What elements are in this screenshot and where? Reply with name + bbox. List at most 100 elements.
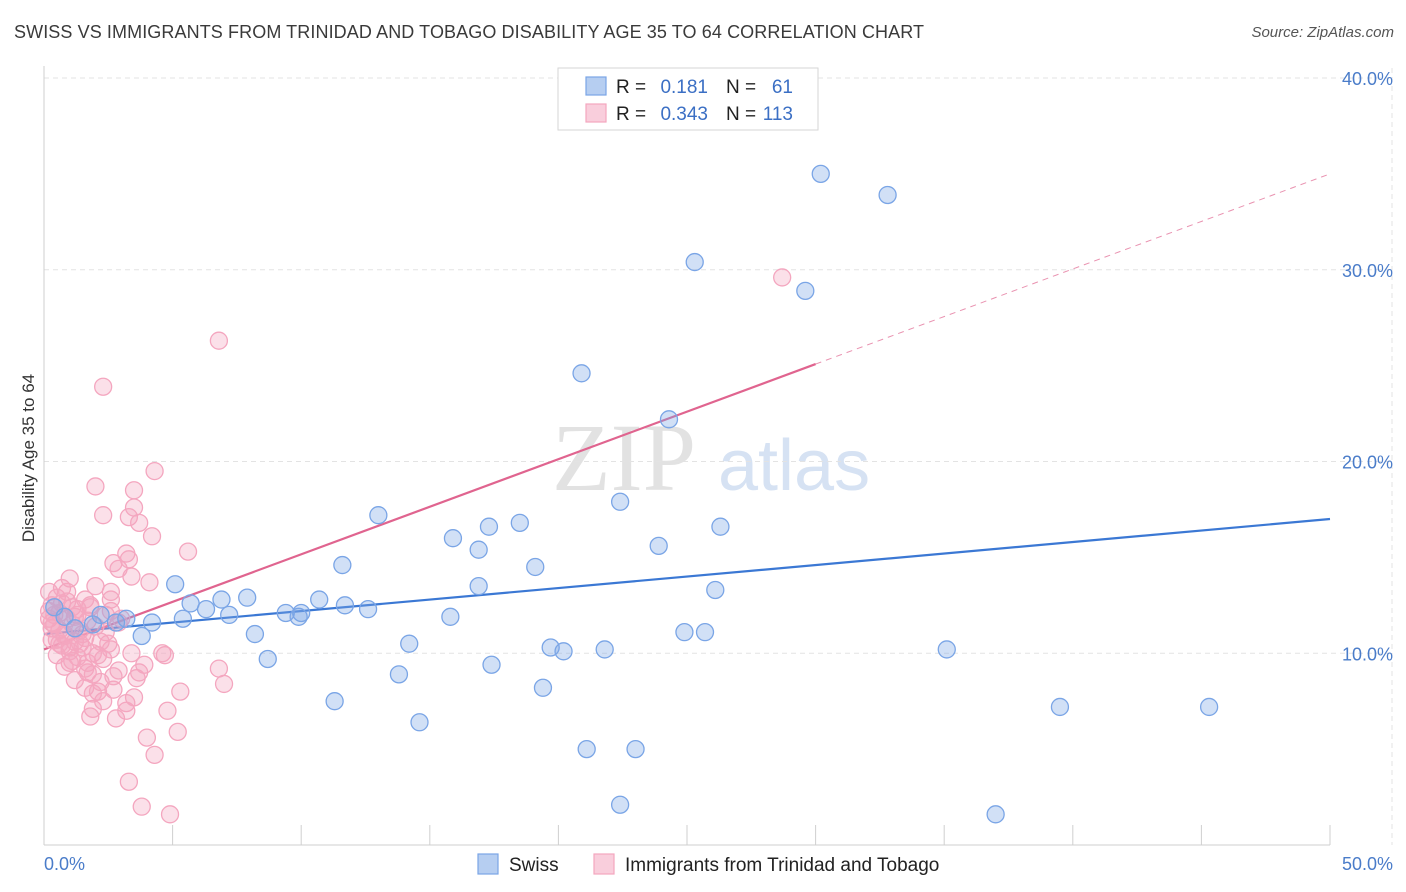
point-s1-103: [50, 634, 69, 653]
legend-n-label-0: N =: [726, 77, 756, 98]
bottom-legend-swatch-0: [477, 853, 499, 875]
trend-line-0: [43, 517, 1331, 636]
point-s0-28: [220, 605, 239, 625]
point-s1-1: [209, 331, 229, 350]
trend-lines: [43, 173, 1331, 651]
point-s0-16: [166, 575, 185, 594]
bottom-legend-label-0: Swiss: [509, 855, 559, 876]
point-s0-12: [469, 540, 488, 559]
bottom-legend-swatch-1: [593, 853, 615, 875]
point-s1-8: [119, 507, 139, 527]
y-axis-label: Disability Age 35 to 64: [19, 374, 38, 542]
axes: [43, 66, 1331, 846]
y-tick-label-2: 30.0%: [1342, 261, 1393, 281]
point-s1-85: [132, 797, 151, 816]
point-s1-102: [78, 663, 97, 682]
point-s0-41: [400, 634, 419, 653]
point-s0-29: [289, 607, 308, 626]
point-s1-111: [101, 582, 121, 602]
legend-n-value-1: 113: [763, 104, 793, 125]
point-s0-3: [796, 281, 815, 300]
point-s0-49: [533, 678, 553, 697]
point-s0-34: [142, 613, 162, 632]
point-s0-57: [986, 805, 1005, 824]
point-s0-18: [238, 588, 257, 607]
point-s1-109: [130, 663, 149, 682]
point-s0-52: [1199, 697, 1219, 717]
point-s0-53: [410, 713, 429, 732]
scatter-points: [39, 164, 1219, 824]
point-s0-35: [83, 615, 103, 634]
point-s1-100: [99, 634, 118, 653]
point-s1-78: [158, 701, 177, 720]
point-s1-81: [168, 722, 187, 742]
point-s1-11: [178, 542, 198, 561]
point-s1-14: [104, 553, 123, 573]
point-s0-1: [878, 185, 897, 205]
point-s0-25: [196, 599, 216, 619]
point-s1-108: [63, 651, 82, 671]
point-s0-22: [181, 594, 200, 613]
point-s1-97: [52, 578, 72, 598]
point-s0-45: [937, 640, 956, 659]
point-s1-86: [160, 805, 180, 824]
point-s0-2: [685, 252, 704, 272]
point-s1-62: [209, 659, 229, 678]
point-s0-4: [572, 364, 591, 383]
point-s0-5: [659, 410, 679, 429]
legend-swatch-0: [585, 76, 607, 96]
point-s0-15: [526, 557, 545, 577]
point-s1-0: [773, 268, 792, 287]
watermark: ZIP atlas: [552, 404, 870, 511]
point-s1-4: [86, 477, 105, 496]
point-s0-11: [443, 529, 463, 548]
point-s1-110: [155, 646, 175, 665]
point-s0-56: [610, 795, 630, 814]
legend-r-label-0: R =: [616, 77, 646, 98]
point-s1-17: [122, 567, 141, 586]
chart-title: SWISS VS IMMIGRANTS FROM TRINIDAD AND TO…: [14, 22, 925, 42]
point-s0-7: [369, 506, 388, 525]
point-s1-18: [140, 573, 159, 592]
point-s0-19: [212, 590, 231, 609]
point-s1-51: [122, 644, 141, 663]
point-s0-59: [91, 605, 110, 625]
point-s0-38: [132, 626, 151, 646]
y-tick-label-3: 40.0%: [1342, 69, 1393, 89]
point-s1-7: [94, 506, 113, 525]
trend-line-1: [43, 363, 816, 651]
point-s0-46: [258, 649, 277, 669]
watermark-zip: ZIP: [552, 404, 696, 511]
point-s1-79: [81, 707, 100, 726]
watermark-atlas: atlas: [718, 426, 870, 506]
point-s0-54: [577, 739, 596, 759]
point-s0-60: [45, 598, 64, 617]
point-s0-6: [610, 492, 630, 511]
point-s0-33: [106, 613, 126, 632]
bottom-legend-label-1: Immigrants from Trinidad and Tobago: [625, 855, 939, 876]
point-s0-50: [325, 692, 344, 711]
point-s0-48: [389, 665, 409, 684]
legend-r-value-0: 0.181: [660, 77, 708, 98]
point-s1-16: [60, 569, 79, 588]
point-s0-24: [358, 599, 378, 619]
point-s0-10: [711, 517, 730, 536]
point-s0-23: [335, 596, 355, 615]
point-s0-30: [441, 607, 460, 626]
point-s1-101: [60, 638, 79, 657]
legend-n-value-0: 61: [772, 77, 793, 98]
point-s1-61: [109, 661, 128, 680]
point-s1-107: [88, 682, 108, 701]
tick-labels: 10.0% 20.0% 30.0% 40.0% 0.0% 50.0%: [44, 69, 1393, 874]
x-tick-label-0: 0.0%: [44, 854, 85, 874]
point-s1-75: [117, 693, 136, 713]
grid-lines: [44, 68, 1393, 845]
point-s0-8: [479, 517, 499, 536]
point-s0-31: [117, 609, 136, 628]
point-s1-2: [94, 377, 113, 396]
point-s1-70: [104, 680, 123, 699]
top-legend: R = 0.181 N = 61 R = 0.343 N = 113: [557, 67, 819, 131]
y-tick-label-0: 10.0%: [1342, 644, 1393, 664]
point-s0-47: [482, 655, 501, 674]
